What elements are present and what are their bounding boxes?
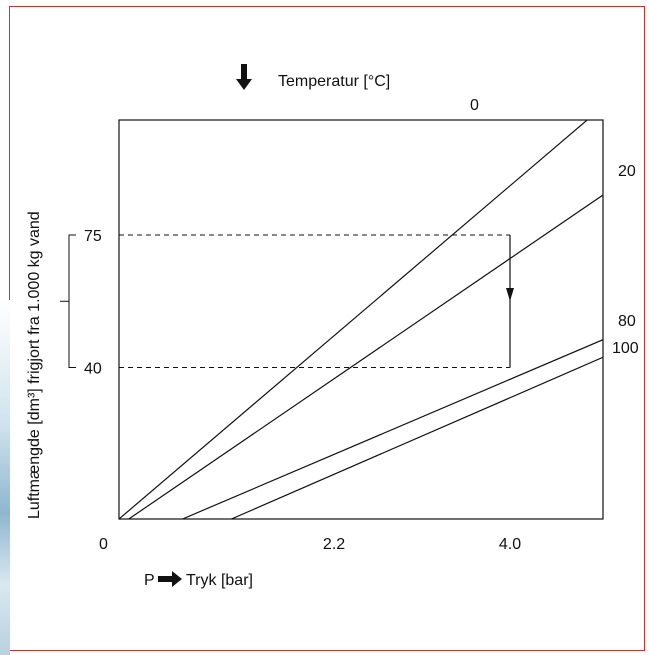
right-arrow-icon (158, 571, 182, 587)
y-tick-label-75: 75 (84, 228, 102, 245)
y-tick-label-40: 40 (84, 361, 102, 378)
down-arrow-icon (506, 288, 514, 301)
series-label-0: 0 (470, 97, 479, 114)
temperature-down-arrow-icon (236, 64, 252, 90)
series-label-80: 80 (618, 313, 636, 330)
x-axis-label: Tryk [bar] (186, 572, 253, 589)
series-line-20 (128, 194, 603, 519)
series-label-20: 20 (618, 163, 636, 180)
chart-title: Temperatur [°C] (278, 73, 390, 90)
x-axis-prefix: P (144, 572, 155, 589)
plot-area-frame (118, 119, 604, 520)
series-line-100 (231, 356, 603, 519)
series-line-80 (182, 339, 603, 519)
x-tick-label-4.0: 4.0 (499, 536, 521, 553)
y-range-bracket (68, 234, 76, 369)
origin-label: 0 (99, 536, 108, 553)
x-tick-label-2.2: 2.2 (323, 536, 345, 553)
series-label-100: 100 (612, 340, 639, 357)
chart-frame (9, 6, 645, 651)
y-axis-label: Luftmængde [dm³] frigjort fra 1.000 kg v… (26, 211, 43, 519)
background-gradient (0, 300, 10, 655)
series-line-0 (119, 120, 589, 519)
